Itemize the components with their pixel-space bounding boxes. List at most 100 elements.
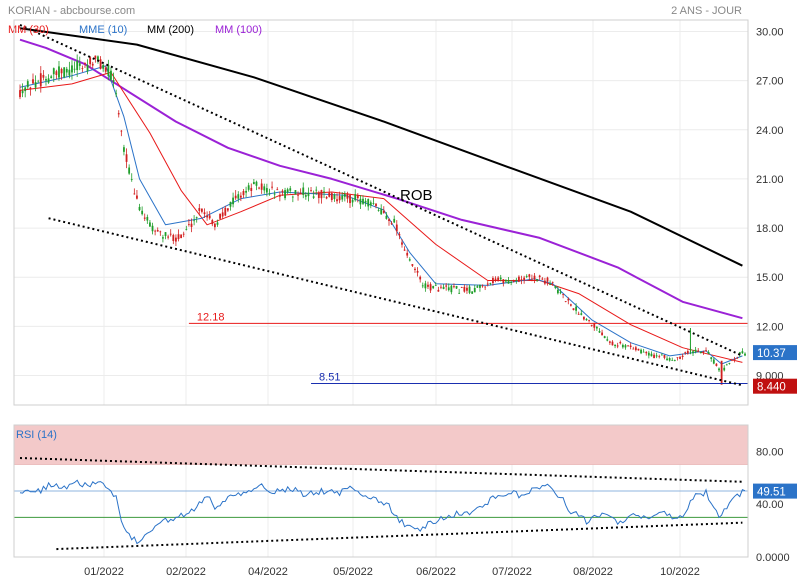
candle [143, 213, 146, 221]
candle [294, 190, 297, 195]
candle [569, 303, 572, 307]
candle [78, 56, 81, 71]
candle [723, 365, 726, 372]
candle [94, 55, 97, 63]
candle [614, 344, 616, 349]
candle [162, 234, 164, 243]
candle [141, 206, 144, 216]
candle [328, 188, 331, 198]
candle [479, 284, 481, 292]
candle [440, 284, 442, 290]
price-tick-label: 18.00 [756, 223, 784, 235]
x-tick-label: 06/2022 [416, 566, 456, 578]
level-label: 8.51 [319, 372, 340, 384]
candle [21, 83, 24, 98]
candle [224, 205, 227, 217]
level-label: 12.18 [197, 311, 225, 323]
candle [138, 203, 141, 212]
candle [226, 208, 229, 213]
candle [577, 311, 580, 315]
candle [382, 206, 385, 214]
candle [679, 355, 681, 360]
candle [39, 66, 42, 93]
candle [437, 286, 440, 292]
candle [185, 225, 188, 231]
candle [502, 279, 505, 287]
candle [585, 318, 588, 321]
candle [110, 67, 112, 82]
candle [590, 324, 593, 327]
candle [510, 279, 513, 286]
candle [169, 229, 172, 237]
candle [562, 293, 565, 299]
candle [24, 86, 27, 98]
candle [213, 223, 216, 231]
candle [315, 186, 318, 195]
candle [608, 340, 611, 345]
candle [203, 208, 206, 219]
candle [471, 291, 474, 294]
price-tick-label: 24.00 [756, 125, 784, 137]
candle [408, 257, 411, 262]
legend: MM (30) MME (10) MM (200) MM (100) [8, 24, 262, 36]
candle [731, 358, 733, 362]
candle [180, 234, 183, 239]
candle [645, 351, 648, 356]
candle [172, 233, 175, 245]
candle [492, 276, 494, 286]
candle [133, 188, 136, 195]
candle [182, 231, 185, 238]
candle [621, 343, 624, 349]
candle [525, 274, 528, 279]
source-label: KORIAN - abcbourse.com [8, 5, 135, 17]
candle [29, 86, 32, 96]
candle [271, 181, 273, 190]
candle [26, 79, 29, 90]
candle [19, 84, 21, 100]
candle [32, 73, 34, 85]
candle [359, 195, 362, 210]
candle [302, 182, 305, 199]
candle [671, 357, 674, 361]
candle [632, 346, 635, 350]
candle [91, 61, 94, 69]
candle [453, 283, 455, 289]
candle [450, 284, 453, 295]
candle [588, 319, 590, 323]
candle [429, 282, 432, 293]
candle [447, 283, 450, 292]
candle [71, 60, 73, 80]
x-tick-label: 05/2022 [333, 566, 373, 578]
trendline [48, 217, 743, 387]
low-price-badge-bg [753, 378, 797, 394]
candle [715, 363, 718, 367]
rsi-axis: 80.00 40.00 0.0000 [756, 446, 790, 564]
candle [206, 211, 209, 221]
candle [676, 357, 679, 361]
candle [554, 285, 557, 290]
candle [619, 340, 622, 345]
candle [684, 351, 687, 355]
x-tick-label: 02/2022 [166, 566, 206, 578]
candle [34, 75, 37, 92]
candle [531, 274, 533, 282]
candle [507, 276, 510, 284]
candle [86, 59, 89, 75]
candle [159, 230, 162, 236]
legend-mme10: MME (10) [79, 24, 127, 36]
candle [595, 325, 598, 331]
rsi-tick-label: 0.0000 [756, 552, 790, 564]
candle [406, 249, 409, 259]
candle [489, 282, 492, 286]
candle [616, 342, 619, 349]
candle [421, 282, 424, 289]
candle [286, 187, 289, 195]
low-price-value: 8.440 [757, 382, 786, 394]
candle [136, 190, 138, 200]
rsi-trendlines [19, 457, 743, 551]
candle [414, 267, 416, 273]
candle [52, 67, 55, 83]
candle [640, 348, 642, 355]
candle [650, 351, 653, 357]
candle [167, 234, 170, 240]
